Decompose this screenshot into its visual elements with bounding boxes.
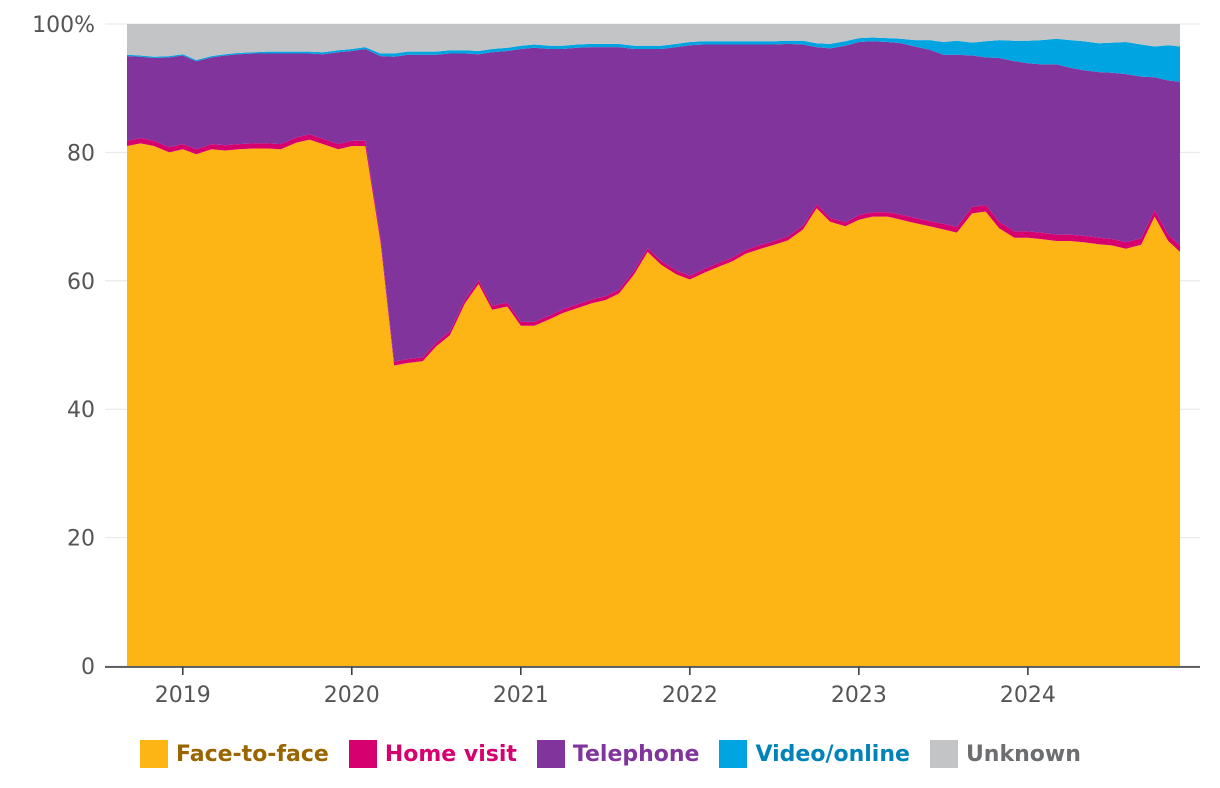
x-tick-label: 2021 <box>493 683 549 708</box>
y-axis: 0 20 40 60 80 100% <box>32 13 95 680</box>
x-tick-label: 2019 <box>155 683 211 708</box>
series-areas <box>127 24 1180 667</box>
x-tick-label: 2022 <box>662 683 718 708</box>
legend-item-telephone: Telephone <box>536 740 700 768</box>
y-tick-label: 80 <box>67 141 95 166</box>
area-video-online <box>127 37 1180 82</box>
legend-swatch <box>140 740 168 768</box>
y-tick-label: 20 <box>67 527 95 552</box>
legend-swatch <box>719 740 748 768</box>
legend-item-unknown: Unknown <box>929 740 1081 768</box>
legend-label: Home visit <box>384 741 517 767</box>
legend: Face-to-face Home visit Telephone Video/onl… <box>140 740 1101 768</box>
legend-label: Video/online <box>755 741 910 767</box>
legend-swatch <box>348 740 377 768</box>
legend-item-home-visit: Home visit <box>348 740 517 768</box>
y-tick-label: 60 <box>67 270 95 295</box>
x-tick-label: 2020 <box>324 683 380 708</box>
legend-item-video-online: Video/online <box>719 740 910 768</box>
legend-swatch <box>536 740 565 768</box>
legend-label: Unknown <box>965 741 1081 767</box>
legend-label: Telephone <box>572 741 700 767</box>
legend-item-face-to-face: Face-to-face <box>140 740 329 768</box>
area-unknown <box>127 24 1180 60</box>
y-tick-label: 100% <box>32 13 95 38</box>
legend-label: Face-to-face <box>176 741 329 767</box>
x-tick-label: 2024 <box>1000 683 1056 708</box>
legend-swatch <box>929 740 958 768</box>
x-tick-label: 2023 <box>831 683 887 708</box>
area-face-to-face <box>127 139 1180 667</box>
area-telephone <box>127 41 1180 362</box>
y-tick-label: 0 <box>81 655 95 680</box>
y-tick-label: 40 <box>67 398 95 423</box>
x-axis: 2019 2020 2021 2022 2023 2024 <box>105 666 1200 708</box>
